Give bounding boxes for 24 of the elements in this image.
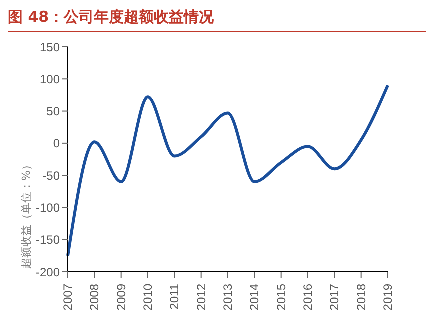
y-tick-label: 0 <box>53 136 60 151</box>
x-tick-label: 2008 <box>88 284 102 311</box>
y-axis-title: 超额收益（单位：%） <box>20 160 33 269</box>
x-tick-label: 2012 <box>194 284 208 311</box>
x-tick-label: 2017 <box>328 284 342 311</box>
x-tick-label: 2013 <box>221 284 235 311</box>
x-tick-label: 2016 <box>301 284 315 311</box>
x-tick-label: 2010 <box>141 284 155 311</box>
y-tick-label: -100 <box>36 200 60 215</box>
x-tick-label: 2011 <box>168 284 182 310</box>
y-tick-label: 150 <box>40 40 60 54</box>
x-tick-label: 2018 <box>354 284 368 311</box>
x-tick-label: 2019 <box>381 284 395 311</box>
y-tick-label: 100 <box>40 72 60 86</box>
y-tick-label: 50 <box>46 104 60 119</box>
y-tick-label: -150 <box>36 233 60 248</box>
line-series <box>66 84 390 258</box>
y-tick-label: -200 <box>36 265 60 280</box>
x-tick-label: 2014 <box>248 284 262 311</box>
chart-title: 图 48：公司年度超额收益情况 <box>8 8 426 32</box>
x-tick-label: 2007 <box>61 284 75 311</box>
x-tick-label: 2009 <box>114 284 128 311</box>
y-tick-label: -50 <box>42 168 60 183</box>
x-tick-label: 2015 <box>274 284 288 311</box>
